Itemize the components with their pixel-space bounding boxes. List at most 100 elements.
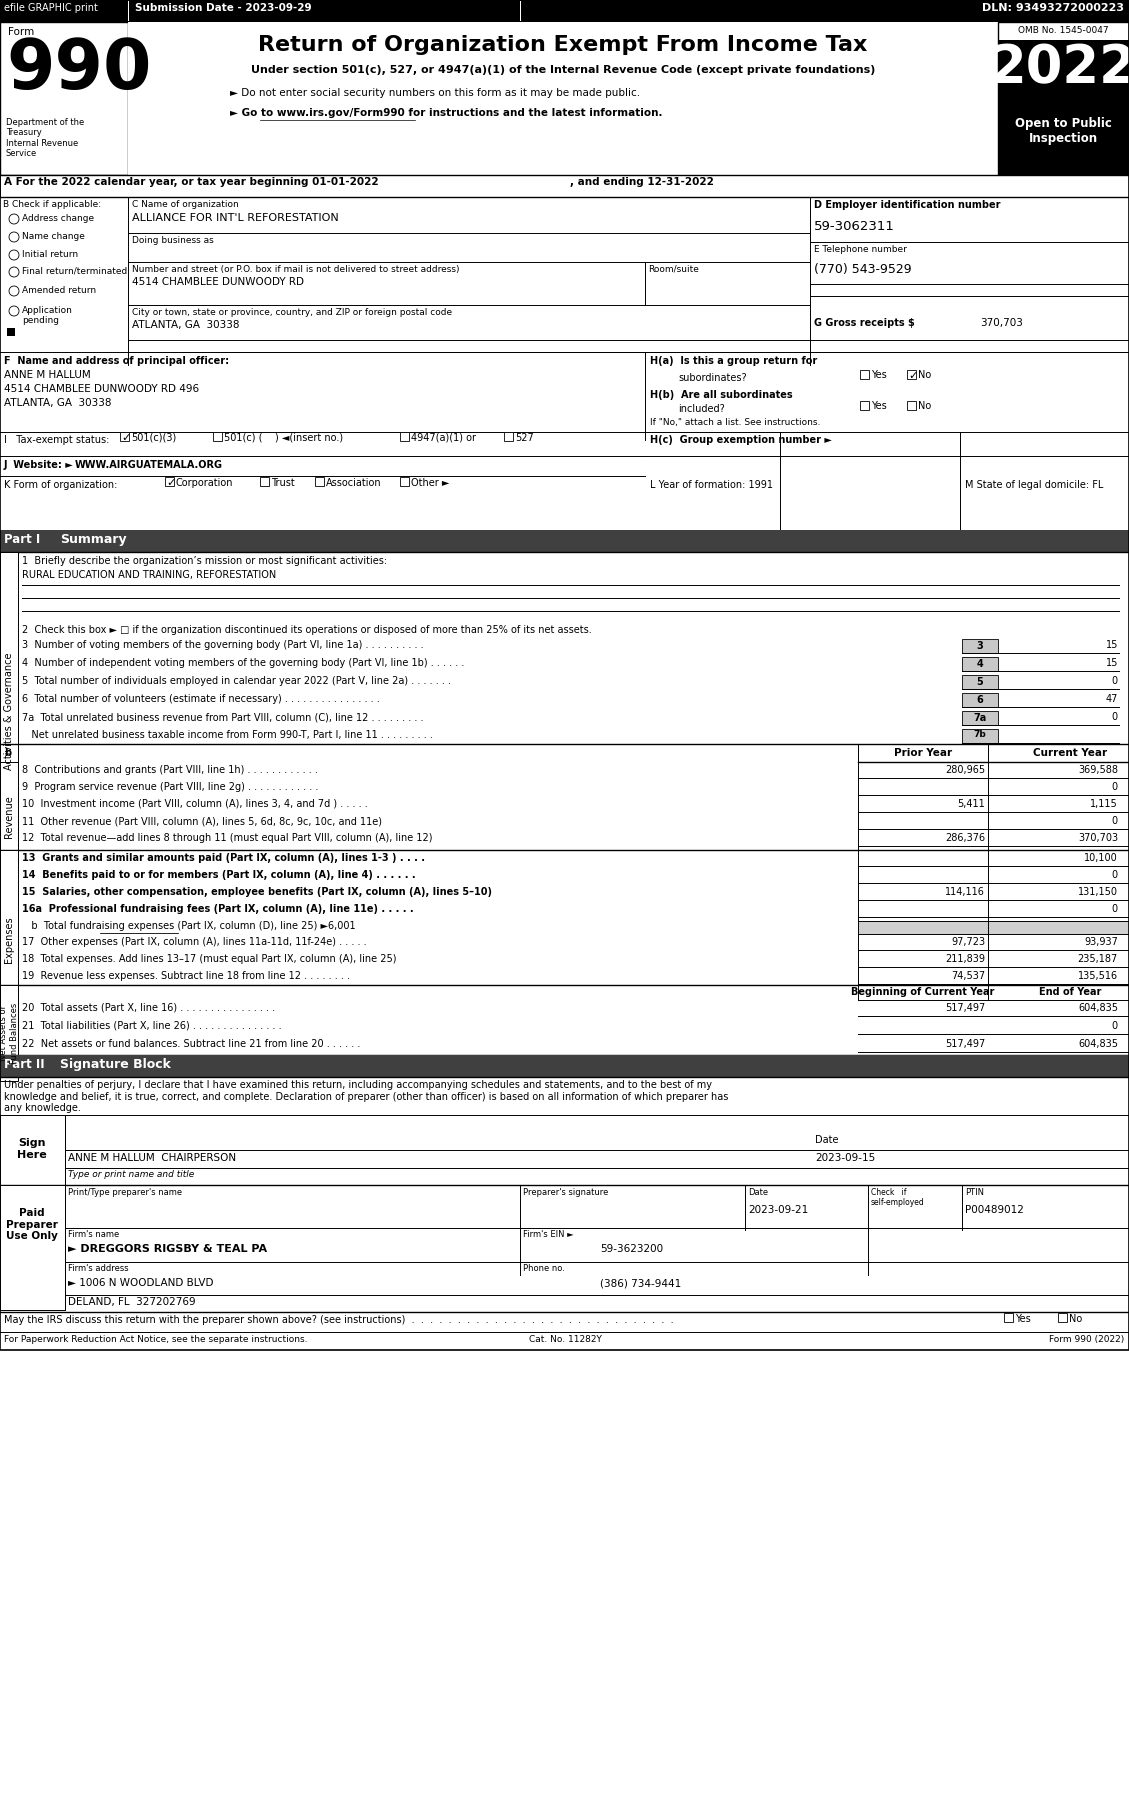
Bar	[962, 675, 998, 689]
Bar	[0, 1116, 65, 1201]
Text: b: b	[5, 747, 11, 758]
Bar	[128, 22, 998, 174]
Text: ► Go to www.irs.gov/Form990 for instructions and the latest information.: ► Go to www.irs.gov/Form990 for instruct…	[230, 109, 663, 118]
Bar	[962, 711, 998, 726]
Text: b  Total fundraising expenses (Part IX, column (D), line 25) ►6,001: b Total fundraising expenses (Part IX, c…	[21, 922, 356, 931]
Text: 517,497: 517,497	[945, 1039, 984, 1048]
Text: 4  Number of independent voting members of the governing body (Part VI, line 1b): 4 Number of independent voting members o…	[21, 658, 464, 668]
Text: 4514 CHAMBLEE DUNWOODY RD: 4514 CHAMBLEE DUNWOODY RD	[132, 278, 304, 287]
Bar	[907, 401, 916, 410]
Bar	[7, 328, 15, 336]
Text: included?: included?	[679, 405, 725, 414]
Text: 2  Check this box ► □ if the organization discontinued its operations or dispose: 2 Check this box ► □ if the organization…	[21, 626, 592, 635]
Text: 17  Other expenses (Part IX, column (A), lines 11a-11d, 11f-24e) . . . . .: 17 Other expenses (Part IX, column (A), …	[21, 938, 367, 947]
Text: 5: 5	[977, 677, 983, 688]
Text: 4947(a)(1) or: 4947(a)(1) or	[411, 434, 476, 443]
Text: 22  Net assets or fund balances. Subtract line 21 from line 20 . . . . . .: 22 Net assets or fund balances. Subtract…	[21, 1039, 360, 1048]
Text: C Name of organization: C Name of organization	[132, 200, 238, 209]
Bar	[0, 0, 1129, 22]
Text: Summary: Summary	[60, 533, 126, 546]
Text: Prior Year: Prior Year	[894, 747, 952, 758]
Text: Date: Date	[749, 1188, 768, 1197]
Text: PTIN: PTIN	[965, 1188, 984, 1197]
Text: 0: 0	[1112, 782, 1118, 793]
Text: Revenue: Revenue	[5, 796, 14, 838]
Text: Doing business as: Doing business as	[132, 236, 213, 245]
Text: ✓: ✓	[908, 372, 918, 381]
Text: End of Year: End of Year	[1039, 987, 1101, 998]
Text: 0: 0	[1112, 903, 1118, 914]
Text: ► 1006 N WOODLAND BLVD: ► 1006 N WOODLAND BLVD	[68, 1279, 213, 1288]
Text: H(b)  Are all subordinates: H(b) Are all subordinates	[650, 390, 793, 401]
Text: ALLIANCE FOR INT'L REFORESTATION: ALLIANCE FOR INT'L REFORESTATION	[132, 212, 339, 223]
Text: 13  Grants and similar amounts paid (Part IX, column (A), lines 1-3 ) . . . .: 13 Grants and similar amounts paid (Part…	[21, 853, 425, 863]
Text: Paid
Preparer
Use Only: Paid Preparer Use Only	[6, 1208, 58, 1241]
Text: B Check if applicable:: B Check if applicable:	[3, 200, 102, 209]
Bar	[0, 551, 18, 871]
Bar	[0, 22, 1129, 174]
Text: (770) 543-9529: (770) 543-9529	[814, 263, 911, 276]
Text: 114,116: 114,116	[945, 887, 984, 896]
Circle shape	[9, 267, 19, 278]
Text: Other ►: Other ►	[411, 479, 449, 488]
Bar	[860, 370, 869, 379]
Text: 2023-09-21: 2023-09-21	[749, 1204, 808, 1215]
Text: K Form of organization:: K Form of organization:	[5, 481, 117, 490]
Text: Preparer's signature: Preparer's signature	[523, 1188, 609, 1197]
Text: ✓: ✓	[166, 479, 175, 488]
Bar	[860, 401, 869, 410]
Text: Sign
Here: Sign Here	[17, 1137, 47, 1159]
Text: For Paperwork Reduction Act Notice, see the separate instructions.: For Paperwork Reduction Act Notice, see …	[5, 1335, 307, 1344]
Text: 59-3062311: 59-3062311	[814, 219, 895, 232]
Text: 21  Total liabilities (Part X, line 26) . . . . . . . . . . . . . . .: 21 Total liabilities (Part X, line 26) .…	[21, 1021, 281, 1030]
Text: Net Assets or
Fund Balances: Net Assets or Fund Balances	[0, 1003, 19, 1063]
Text: OMB No. 1545-0047: OMB No. 1545-0047	[1017, 25, 1109, 34]
Circle shape	[9, 287, 19, 296]
Bar	[0, 985, 18, 1081]
Text: , and ending 12-31-2022: , and ending 12-31-2022	[570, 178, 714, 187]
Text: Address change: Address change	[21, 214, 94, 223]
Text: ► DREGGORS RIGSBY & TEAL PA: ► DREGGORS RIGSBY & TEAL PA	[68, 1244, 268, 1253]
Text: 97,723: 97,723	[951, 938, 984, 947]
Text: Open to Public
Inspection: Open to Public Inspection	[1015, 116, 1111, 145]
Bar	[907, 370, 916, 379]
Text: Room/suite: Room/suite	[648, 265, 699, 274]
Text: Name change: Name change	[21, 232, 85, 241]
Text: Firm's name: Firm's name	[68, 1230, 120, 1239]
Text: ✓: ✓	[121, 434, 130, 443]
Text: WWW.AIRGUATEMALA.ORG: WWW.AIRGUATEMALA.ORG	[75, 461, 224, 470]
Text: 5,411: 5,411	[957, 798, 984, 809]
Text: 3  Number of voting members of the governing body (Part VI, line 1a) . . . . . .: 3 Number of voting members of the govern…	[21, 640, 423, 649]
Text: 20  Total assets (Part X, line 16) . . . . . . . . . . . . . . . .: 20 Total assets (Part X, line 16) . . . …	[21, 1003, 275, 1012]
Text: 7b: 7b	[973, 729, 987, 738]
Text: L Year of formation: 1991: L Year of formation: 1991	[650, 481, 773, 490]
Text: Form 990 (2022): Form 990 (2022)	[1049, 1335, 1124, 1344]
Text: Department of the
Treasury
Internal Revenue
Service: Department of the Treasury Internal Reve…	[6, 118, 85, 158]
Bar	[0, 22, 128, 174]
Bar	[1004, 1313, 1013, 1322]
Text: Firm's EIN ►: Firm's EIN ►	[523, 1230, 574, 1239]
Bar	[0, 762, 18, 873]
Bar	[858, 922, 1129, 934]
Text: 1  Briefly describe the organization’s mission or most significant activities:: 1 Briefly describe the organization’s mi…	[21, 557, 387, 566]
Text: G Gross receipts $: G Gross receipts $	[814, 317, 914, 328]
Text: subordinates?: subordinates?	[679, 374, 746, 383]
Text: 7a  Total unrelated business revenue from Part VIII, column (C), line 12 . . . .: 7a Total unrelated business revenue from…	[21, 713, 423, 722]
Bar	[998, 22, 1129, 174]
Bar	[998, 40, 1129, 112]
Text: efile GRAPHIC print: efile GRAPHIC print	[5, 4, 98, 13]
Text: 47: 47	[1105, 695, 1118, 704]
Circle shape	[9, 214, 19, 223]
Text: 3: 3	[977, 640, 983, 651]
Text: 4514 CHAMBLEE DUNWOODY RD 496: 4514 CHAMBLEE DUNWOODY RD 496	[5, 385, 199, 394]
Text: 280,965: 280,965	[945, 766, 984, 775]
Text: 15: 15	[1105, 640, 1118, 649]
Text: 131,150: 131,150	[1078, 887, 1118, 896]
Bar	[0, 530, 1129, 551]
Text: (386) 734-9441: (386) 734-9441	[599, 1279, 681, 1288]
Bar	[504, 432, 513, 441]
Text: 135,516: 135,516	[1078, 970, 1118, 981]
Text: Yes: Yes	[1015, 1313, 1031, 1324]
Text: No: No	[1069, 1313, 1083, 1324]
Bar	[0, 1185, 65, 1310]
